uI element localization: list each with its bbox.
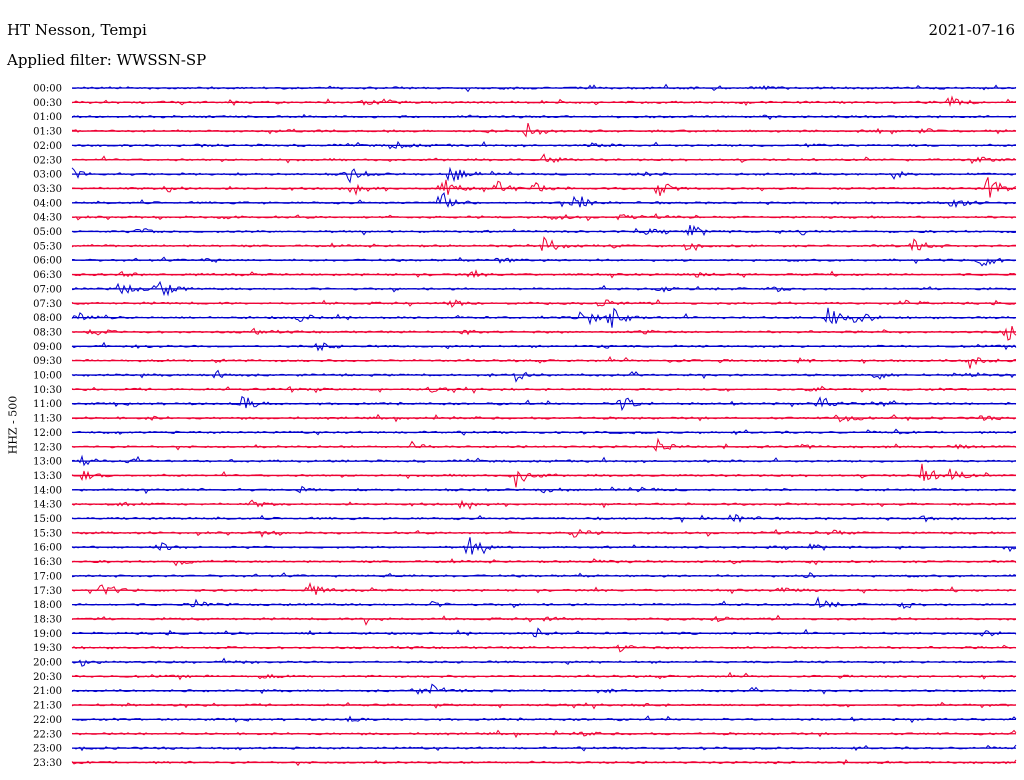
row-time-label: 09:30 [33,356,62,367]
trace-line [71,95,1017,108]
trace-line [71,644,1017,653]
row-time-label: 16:00 [33,543,62,554]
row-time-label: 16:30 [33,557,62,568]
row-time-label: 02:00 [33,141,62,152]
row-time-label: 19:00 [33,629,62,640]
row-time-label: 22:30 [33,729,62,740]
filter-label: Applied filter: WWSSN-SP [7,51,207,69]
row-time-label: 07:30 [33,299,62,310]
row-time-label: 20:30 [33,672,62,683]
row-time-label: 18:00 [33,600,62,611]
trace-line [71,153,1017,165]
row-time-label: 17:00 [33,571,62,582]
trace-line [71,571,1017,579]
row-time-label: 04:00 [33,198,62,209]
row-time-label: 15:30 [33,528,62,539]
row-time-label: 13:30 [33,471,62,482]
row-time-label: 03:00 [33,170,62,181]
trace-line [71,122,1017,138]
row-time-label: 23:30 [33,758,62,769]
row-time-label: 11:00 [33,399,62,410]
row-time-label: 05:30 [33,241,62,252]
trace-line [71,437,1017,452]
trace-line [71,325,1017,341]
row-time-label: 18:30 [33,614,62,625]
row-time-label: 06:00 [33,256,62,267]
row-time-label: 00:30 [33,98,62,109]
row-time-label: 00:00 [33,84,62,95]
trace-line [71,596,1017,610]
row-time-label: 14:00 [33,485,62,496]
row-time-label: 20:00 [33,658,62,669]
chart-date: 2021-07-16 [928,21,1015,39]
station-title: HT Nesson, Tempi [7,21,147,39]
row-time-label: 10:00 [33,371,62,382]
row-time-label: 21:00 [33,686,62,697]
row-time-label: 22:00 [33,715,62,726]
row-time-label: 13:00 [33,457,62,468]
row-time-label: 14:30 [33,500,62,511]
trace-line [71,627,1017,638]
row-time-label: 08:30 [33,327,62,338]
row-time-label: 04:30 [33,213,62,224]
row-time-label: 12:00 [33,428,62,439]
trace-line [71,224,1017,237]
trace-line [72,256,1017,267]
trace-line [71,236,1017,252]
row-time-label: 21:30 [33,701,62,712]
trace-line [71,683,1017,695]
row-time-label: 08:00 [33,313,62,324]
row-time-label: 05:00 [33,227,62,238]
trace-line [72,192,1017,209]
trace-line [71,537,1017,555]
row-time-label: 01:30 [33,127,62,138]
row-time-label: 23:00 [33,744,62,755]
row-time-label: 09:00 [33,342,62,353]
trace-line [71,369,1017,383]
trace-line [72,177,1017,198]
row-time-label: 15:00 [33,514,62,525]
trace-line [71,582,1017,596]
row-time-label: 19:30 [33,643,62,654]
trace-line [71,166,1017,184]
row-time-label: 07:00 [33,284,62,295]
row-time-label: 17:30 [33,586,62,597]
row-time-label: 02:30 [33,155,62,166]
row-time-label: 12:30 [33,442,62,453]
row-time-label: 03:30 [33,184,62,195]
row-time-label: 10:30 [33,385,62,396]
trace-line [71,614,1017,626]
row-time-label: 06:30 [33,270,62,281]
row-time-label: 01:00 [33,112,62,123]
row-time-label: 11:30 [33,414,62,425]
trace-line [71,356,1017,369]
